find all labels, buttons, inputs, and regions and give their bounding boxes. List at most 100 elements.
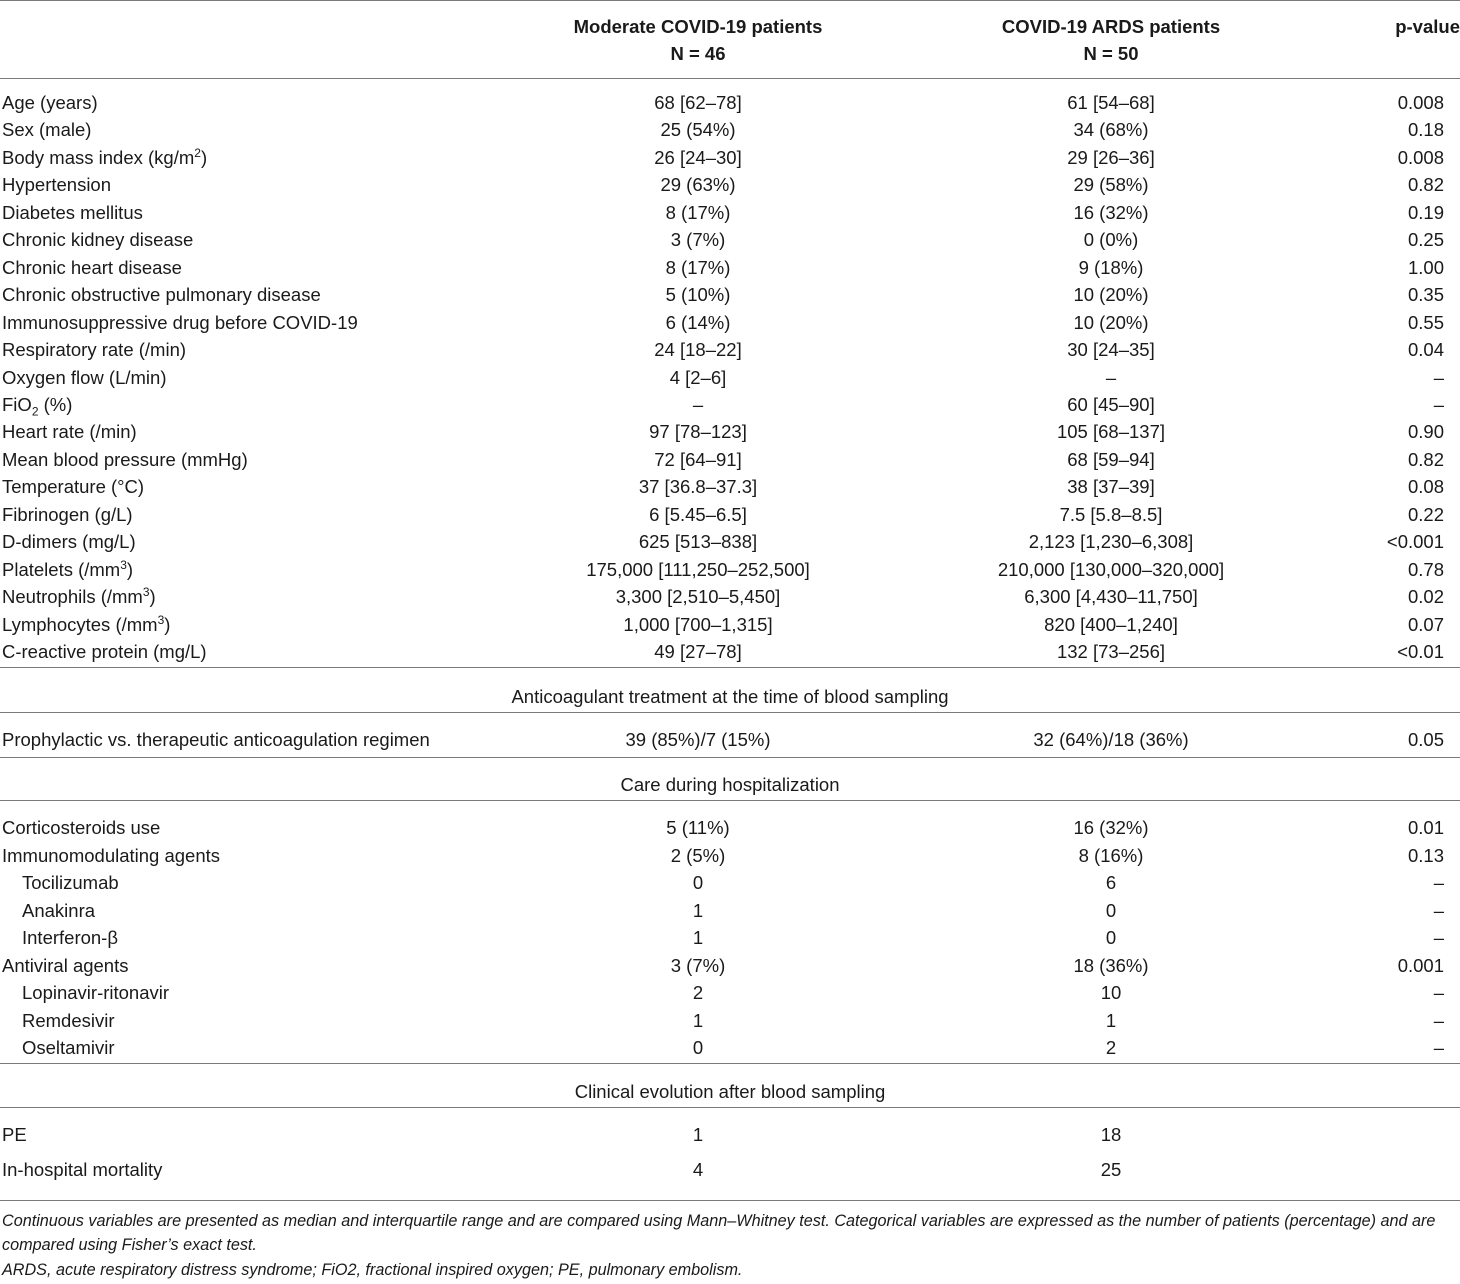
row-label: Neutrophils (/mm3) (2, 584, 156, 608)
section-evolution-title: Clinical evolution after blood sampling (574, 1081, 886, 1102)
ards-value: 10 (20%) (1073, 311, 1149, 333)
p-value: 0.05 (1407, 729, 1444, 750)
table-row: Chronic heart disease 8 (17%) 9 (18%) 1.00 (0, 254, 1460, 282)
table-row: Platelets (/mm3) 175,000 [111,250–252,500… (0, 556, 1460, 584)
ards-value: 29 [26–36] (1067, 146, 1155, 168)
row-label: Lymphocytes (/mm3) (2, 612, 171, 635)
section4-rule (0, 1107, 1460, 1108)
p-value: 0.25 (1407, 229, 1444, 251)
p-value: – (1433, 1037, 1444, 1058)
ards-value: 18 (1100, 1124, 1122, 1145)
moderate-value: 4 [2–6] (669, 366, 727, 388)
footnote-methods: Continuous variables are presented as me… (2, 1212, 1436, 1254)
row-label: Tocilizumab (22, 872, 119, 893)
table-row: Chronic kidney disease 3 (7%) 0 (0%) 0.25 (0, 226, 1460, 254)
ards-value: 820 [400–1,240] (1044, 613, 1178, 635)
p-value: 0.82 (1407, 174, 1444, 196)
moderate-value: 1 (692, 899, 704, 921)
ards-value: 105 [68–137] (1056, 421, 1166, 443)
table-row: Age (years) 68 [62–78] 61 [54–68] 0.008 (0, 89, 1460, 117)
row-label: Immunosuppressive drug before COVID-19 (2, 311, 358, 333)
p-value: 0.55 (1407, 311, 1444, 333)
ards-value: 7.5 [5.8–8.5] (1059, 503, 1163, 525)
p-value: <0.001 (1386, 531, 1444, 553)
ards-value: 18 (36%) (1073, 954, 1149, 976)
p-value: 0.78 (1407, 558, 1444, 580)
table-row: Oxygen flow (L/min) 4 [2–6] – – (0, 364, 1460, 392)
moderate-value: 1 (692, 927, 704, 948)
ards-value: 16 (32%) (1073, 201, 1149, 223)
top-rule (0, 0, 1460, 1)
moderate-value: 25 (54%) (660, 119, 736, 141)
p-value: 0.22 (1407, 503, 1444, 525)
p-value: 0.18 (1407, 119, 1444, 141)
ards-value: 6 (1105, 872, 1117, 893)
p-value: – (1433, 982, 1444, 1003)
row-label: PE (2, 1124, 27, 1145)
row-label: Diabetes mellitus (2, 201, 143, 223)
moderate-value: 8 (17%) (665, 256, 731, 278)
p-value: <0.01 (1397, 641, 1444, 662)
row-label: Temperature (°C) (2, 476, 145, 498)
row-label: Interferon-β (22, 927, 118, 948)
header-moderate-title: Moderate COVID-19 patients (573, 16, 823, 37)
p-value: 0.82 (1407, 448, 1444, 470)
ards-value: 60 [45–90] (1067, 393, 1155, 415)
footnote-abbreviations: ARDS, acute respiratory distress syndrom… (2, 1261, 743, 1279)
p-value: 0.001 (1397, 954, 1444, 976)
ards-value: 68 [59–94] (1067, 448, 1155, 470)
header-moderate-n: N = 46 (670, 43, 726, 64)
table-row: Lymphocytes (/mm3) 1,000 [700–1,315] 820 [… (0, 611, 1460, 639)
header-ards-title: COVID-19 ARDS patients (1001, 16, 1221, 37)
row-label: Oseltamivir (22, 1037, 115, 1058)
table-row: PE 1 18 (0, 1121, 1460, 1149)
header-moderate: Moderate COVID-19 patients N = 46 (548, 13, 848, 67)
table-row: Anakinra 1 0 – (0, 897, 1460, 925)
row-label: Hypertension (2, 174, 112, 196)
moderate-value: 5 (10%) (665, 284, 731, 306)
p-value: 0.35 (1407, 284, 1444, 306)
ards-value: 2,123 [1,230–6,308] (1028, 531, 1194, 553)
row-label: Fibrinogen (g/L) (2, 503, 133, 525)
moderate-value: 72 [64–91] (654, 448, 742, 470)
moderate-value: 0 (692, 1037, 704, 1058)
table-row: Diabetes mellitus 8 (17%) 16 (32%) 0.19 (0, 199, 1460, 227)
p-value: – (1433, 393, 1444, 415)
moderate-value: 1 (692, 1009, 704, 1031)
row-label: Lopinavir-ritonavir (22, 982, 170, 1003)
p-value: – (1433, 899, 1444, 921)
p-value: 0.19 (1407, 201, 1444, 223)
moderate-value: 4 (692, 1159, 704, 1180)
ards-value: 6,300 [4,430–11,750] (1024, 586, 1198, 608)
moderate-value: 97 [78–123] (649, 421, 747, 443)
row-label: Body mass index (kg/m2) (2, 145, 208, 168)
moderate-value: 0 (692, 872, 704, 893)
table-row: Lopinavir-ritonavir 2 10 – (0, 979, 1460, 1007)
moderate-value: 8 (17%) (665, 201, 731, 223)
table-row: Neutrophils (/mm3) 3,300 [2,510–5,450] 6,3… (0, 583, 1460, 611)
p-value: 0.08 (1407, 476, 1444, 498)
row-label: C-reactive protein (mg/L) (2, 641, 207, 662)
table-row: Oseltamivir 0 2 – (0, 1034, 1460, 1062)
ards-value: 0 (0%) (1083, 229, 1139, 251)
row-label: Antiviral agents (2, 954, 129, 976)
moderate-value: 1,000 [700–1,315] (623, 613, 773, 635)
table-row: Corticosteroids use 5 (11%) 16 (32%) 0.01 (0, 814, 1460, 842)
header-ards: COVID-19 ARDS patients N = 50 (961, 13, 1261, 67)
row-label: Immunomodulating agents (2, 844, 221, 866)
table-row: Interferon-β 1 0 – (0, 924, 1460, 952)
ards-value: 132 [73–256] (1056, 641, 1166, 662)
row-label: D-dimers (mg/L) (2, 531, 136, 553)
moderate-value: 3,300 [2,510–5,450] (615, 586, 781, 608)
moderate-value: – (692, 393, 704, 415)
block1-rule (0, 667, 1460, 668)
section3-rule (0, 800, 1460, 801)
moderate-value: 2 (692, 982, 704, 1003)
row-label: Anakinra (22, 899, 96, 921)
ards-value: 25 (1100, 1159, 1122, 1180)
moderate-value: 6 (14%) (665, 311, 731, 333)
table-row: Temperature (°C) 37 [36.8–37.3] 38 [37–39]… (0, 473, 1460, 501)
ards-value: 0 (1105, 927, 1117, 948)
row-label: FiO2 (%) (2, 393, 73, 419)
p-value: 1.00 (1407, 256, 1444, 278)
